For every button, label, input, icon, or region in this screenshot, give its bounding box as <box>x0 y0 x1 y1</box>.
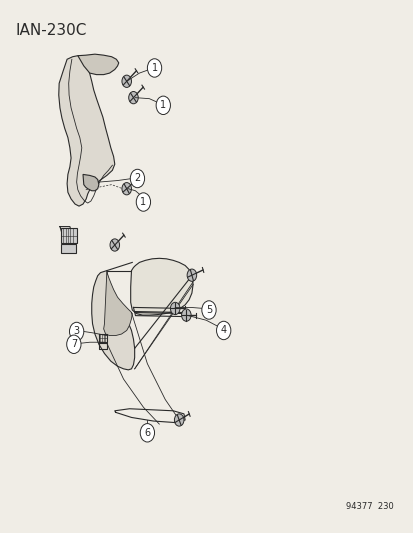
Circle shape <box>174 414 183 426</box>
Text: 7: 7 <box>71 340 77 349</box>
Text: 5: 5 <box>205 305 211 315</box>
Polygon shape <box>78 54 119 75</box>
Circle shape <box>66 335 81 353</box>
Polygon shape <box>59 55 114 206</box>
Circle shape <box>202 301 216 319</box>
Circle shape <box>147 59 161 77</box>
Circle shape <box>110 239 119 251</box>
Circle shape <box>122 75 131 87</box>
Polygon shape <box>131 259 192 315</box>
Text: 2: 2 <box>134 173 140 183</box>
Circle shape <box>122 183 131 195</box>
Circle shape <box>181 309 191 321</box>
Circle shape <box>216 321 230 340</box>
Text: 1: 1 <box>160 100 166 110</box>
Bar <box>61 245 76 253</box>
Circle shape <box>69 322 83 341</box>
Text: 6: 6 <box>144 428 150 438</box>
Circle shape <box>170 302 180 314</box>
Text: 4: 4 <box>220 326 226 335</box>
Text: 1: 1 <box>151 63 157 73</box>
Text: 1: 1 <box>140 197 146 207</box>
Circle shape <box>136 193 150 211</box>
Circle shape <box>128 92 138 104</box>
Circle shape <box>187 269 196 281</box>
Polygon shape <box>103 272 132 336</box>
Circle shape <box>130 169 144 188</box>
Bar <box>61 228 76 244</box>
Polygon shape <box>83 174 99 191</box>
Polygon shape <box>92 271 134 370</box>
Text: 94377  230: 94377 230 <box>345 502 393 511</box>
Text: IAN-230C: IAN-230C <box>15 23 87 38</box>
Circle shape <box>156 96 170 115</box>
Text: 3: 3 <box>74 327 80 336</box>
Circle shape <box>140 424 154 442</box>
